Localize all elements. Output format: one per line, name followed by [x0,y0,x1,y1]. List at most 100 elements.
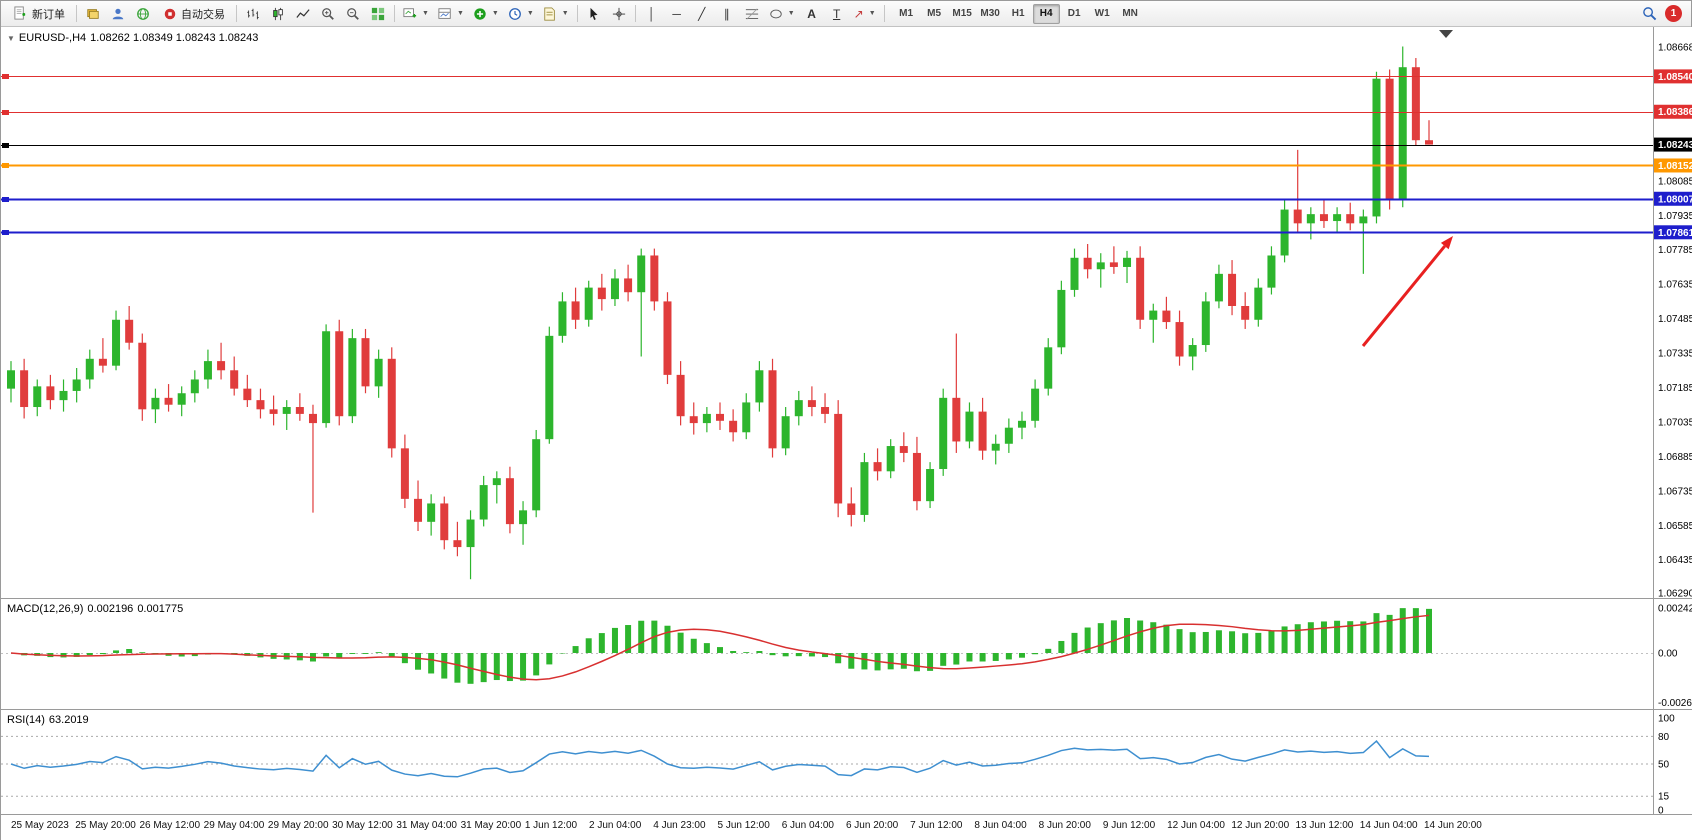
timeframe-h1-button[interactable]: H1 [1011,8,1025,19]
chevron-down-icon: ▼ [787,10,795,17]
chart-shift-marker [1439,30,1453,38]
profile-button[interactable] [106,3,130,25]
text-tool-button[interactable]: A [800,3,824,25]
candle-up [492,478,501,486]
crosshair-tool-button[interactable] [607,3,631,25]
arrows-tool-button[interactable]: ↗ ▼ [850,3,880,25]
candlestick-chart-button[interactable] [266,3,290,25]
price-badge [1654,191,1692,206]
chart-profiles-button[interactable]: ▼ [434,3,468,25]
charts-button[interactable] [81,3,105,25]
timeframe-w1-button[interactable]: W1 [1094,8,1110,19]
trendline-tool-button[interactable]: ╱ [690,3,714,25]
candle-down [1162,310,1171,323]
timeframe-m5-button[interactable]: M5 [927,8,942,19]
toolbar-separator [76,5,77,22]
candle-down [1346,214,1355,224]
timeframe-mn-button[interactable]: MN [1122,8,1138,19]
price-badge [1654,225,1692,240]
candle-up [1057,289,1066,348]
line-chart-button[interactable] [291,3,315,25]
new-order-button[interactable]: 新订单 [6,3,72,25]
price-tick-label: 1.06585 [1658,521,1692,532]
search-icon[interactable] [1642,6,1657,21]
zoom-in-button[interactable] [316,3,340,25]
chevron-down-icon: ▼ [526,10,534,17]
community-button[interactable] [131,3,155,25]
candle-down [1241,305,1250,320]
candle-down [453,540,462,548]
shapes-icon [770,9,782,18]
crosshair-icon [612,7,625,20]
horizontal-line-tool-button[interactable]: ─ [665,3,689,25]
macd-signal-line [10,614,1430,681]
text-label-tool-button[interactable]: T [825,3,849,25]
timeframe-m1-button[interactable]: M1 [899,8,914,19]
timeframe-d1-button[interactable]: D1 [1067,8,1081,19]
time-axis-label: 5 Jun 12:00 [718,820,771,831]
price-tick-label: 1.06435 [1658,555,1692,566]
candle-down [361,338,370,387]
candle-down [505,478,514,525]
candle-up [926,469,935,502]
candle-down [138,342,147,410]
channel-tool-button[interactable]: ∥ [715,3,739,25]
price-tick-label: 1.07485 [1658,314,1692,325]
price-badge [1654,69,1692,84]
candle-up [85,358,94,380]
time-axis-label: 14 Jun 20:00 [1424,820,1482,831]
line-left-marker [2,110,9,115]
rsi-axis-label: 80 [1658,732,1670,743]
shapes-tool-button[interactable]: ▼ [765,3,799,25]
new-chart-button[interactable]: ▼ [399,3,433,25]
time-axis-label: 14 Jun 04:00 [1360,820,1418,831]
clock-icon [508,7,521,20]
candle-up [558,301,567,336]
candle-down [243,388,252,401]
autotrading-button[interactable]: 自动交易 [156,3,232,25]
candle-down [899,446,908,453]
channel-icon: ∥ [723,6,730,21]
templates-button[interactable]: ▼ [539,3,573,25]
indicators-button[interactable]: ▼ [469,3,503,25]
autotrading-label: 自动交易 [181,8,225,21]
time-axis-label: 26 May 12:00 [139,820,200,831]
rsi-name: RSI(14) [7,714,45,726]
cursor-tool-button[interactable] [582,3,606,25]
candle-down [834,413,843,504]
time-axis-label: 9 Jun 12:00 [1103,820,1156,831]
fibonacci-tool-button[interactable] [740,3,764,25]
line-left-marker [2,74,9,79]
periods-button[interactable]: ▼ [504,3,538,25]
line-left-marker [2,143,9,148]
vertical-line-tool-button[interactable]: │ [640,3,664,25]
candlestick-chart-icon [273,7,283,20]
notification-badge[interactable]: 1 [1665,5,1682,22]
price-tick-label: 1.07185 [1658,383,1692,394]
candle-up [1372,78,1381,217]
rsi-axis-label: 15 [1658,792,1670,803]
time-axis-label: 7 Jun 12:00 [910,820,963,831]
chevron-down-icon: ▼ [561,10,569,17]
timeframe-m15-button[interactable]: M15 [952,8,972,19]
time-axis-label: 2 Jun 04:00 [589,820,642,831]
bar-chart-button[interactable] [241,3,265,25]
time-axis-label: 13 Jun 12:00 [1296,820,1354,831]
candle-down [387,358,396,449]
candle-up [1254,287,1263,320]
templates-icon [544,6,555,21]
one-click-trading-toggle[interactable]: ▼ [7,33,15,43]
macd-signal-value: 0.001775 [137,603,184,615]
candle-down [335,331,344,417]
candle-up [1214,273,1223,302]
globe-icon [137,7,149,20]
zoom-out-button[interactable] [341,3,365,25]
candle-down [571,301,580,320]
candle-up [610,278,619,300]
chevron-down-icon: ▼ [422,10,429,17]
tile-windows-button[interactable] [366,3,390,25]
timeframe-h4-button[interactable]: H4 [1032,3,1060,24]
toolbar-separator [883,5,885,22]
timeframe-m30-button[interactable]: M30 [980,8,1000,19]
